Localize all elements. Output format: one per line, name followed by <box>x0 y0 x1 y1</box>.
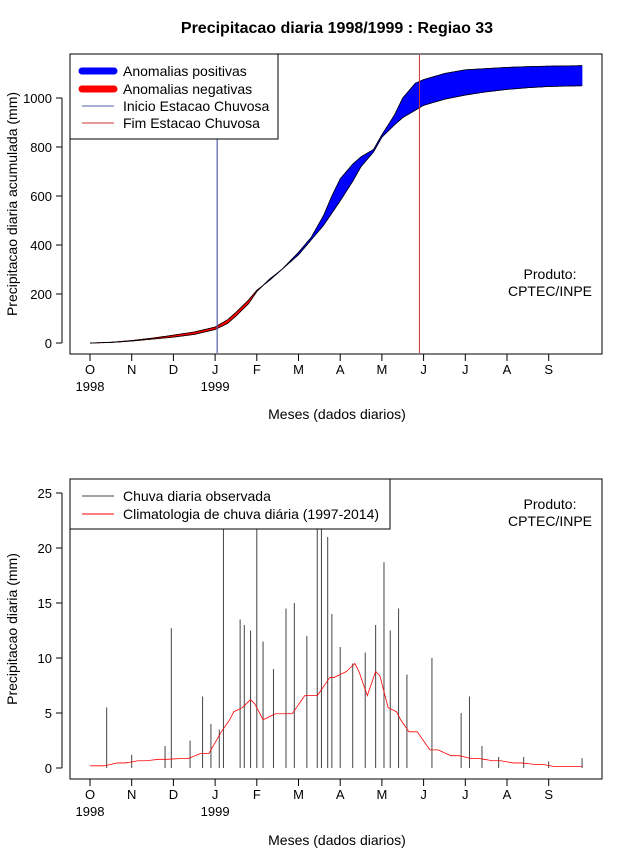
climatology-daily-line <box>90 662 583 768</box>
y-tick-label: 10 <box>38 651 52 666</box>
x-tick-label: S <box>544 787 553 802</box>
y-tick-label: 25 <box>38 486 52 501</box>
legend-box <box>69 478 391 530</box>
annotation-produto: Produto: <box>524 496 577 512</box>
x-tick-label: N <box>127 362 136 377</box>
x-tick-label: D <box>169 787 178 802</box>
daily-precipitation-chart: 0 5 10 15 20 25 O N D J F M A M J J A S 1998 1999 Precipit… <box>4 478 603 848</box>
x-tick-label: A <box>503 362 512 377</box>
y-tick-label: 5 <box>45 706 52 721</box>
y-tick-label: 400 <box>30 238 52 253</box>
annotation-cptec: CPTEC/INPE <box>508 283 592 299</box>
y-tick-label: 0 <box>45 336 52 351</box>
y-tick-label: 0 <box>45 761 52 776</box>
legend: Chuva diaria observada Climatologia de c… <box>69 478 391 530</box>
plot-area <box>90 493 583 768</box>
year-label: 1998 <box>76 379 105 394</box>
legend-label-positive: Anomalias positivas <box>123 63 247 79</box>
x-tick-label: J <box>212 787 219 802</box>
legend-label-end: Fim Estacao Chuvosa <box>123 115 260 131</box>
x-tick-label: D <box>169 362 178 377</box>
x-tick-label: M <box>376 787 387 802</box>
y-tick-label: 800 <box>30 140 52 155</box>
x-tick-label: O <box>85 362 95 377</box>
x-tick-label: M <box>293 362 304 377</box>
x-tick-label: J <box>462 362 469 377</box>
legend-label-observed: Chuva diaria observada <box>123 488 271 504</box>
x-tick-label: J <box>420 362 427 377</box>
y-tick-label: 15 <box>38 596 52 611</box>
year-label: 1998 <box>76 804 105 819</box>
x-axis: O N D J F M A M J J A S 1998 1999 <box>76 778 553 819</box>
x-tick-label: M <box>376 362 387 377</box>
positive-anomaly-band <box>580 65 583 87</box>
year-label: 1999 <box>201 804 230 819</box>
x-tick-label: O <box>85 787 95 802</box>
year-label: 1999 <box>201 379 230 394</box>
y-tick-label: 20 <box>38 541 52 556</box>
y-tick-label: 1000 <box>23 91 52 106</box>
legend-label-negative: Anomalias negativas <box>123 81 252 97</box>
x-tick-label: N <box>127 787 136 802</box>
y-axis-label: Precipitacao diaria (mm) <box>4 553 20 705</box>
observed-cumulative-line <box>89 65 583 344</box>
annotation-cptec: CPTEC/INPE <box>508 513 592 529</box>
x-axis: O N D J F M A M J J A S 1998 1999 <box>76 353 553 394</box>
x-tick-label: F <box>253 362 261 377</box>
x-tick-label: M <box>293 787 304 802</box>
x-tick-label: F <box>253 787 261 802</box>
x-tick-label: A <box>503 787 512 802</box>
y-tick-label: 200 <box>30 287 52 302</box>
y-axis-label: Precipitacao diaria acumulada (mm) <box>4 92 20 316</box>
x-tick-label: J <box>420 787 427 802</box>
annotation-produto: Produto: <box>524 266 577 282</box>
x-tick-label: S <box>544 362 553 377</box>
y-axis: 0 200 400 600 800 1000 <box>23 91 63 351</box>
x-tick-label: J <box>212 362 219 377</box>
legend-label-climatology: Climatologia de chuva diária (1997-2014) <box>123 506 379 522</box>
legend-label-start: Inicio Estacao Chuvosa <box>123 98 270 114</box>
legend: Anomalias positivas Anomalias negativas … <box>69 53 279 140</box>
climatology-cumulative-line <box>89 85 583 344</box>
y-axis: 0 5 10 15 20 25 <box>38 486 63 776</box>
x-axis-label: Meses (dados diarios) <box>268 406 406 422</box>
plot-area <box>89 55 583 353</box>
cumulative-precipitation-chart: Precipitacao diaria 1998/1999 : Regiao 3… <box>4 20 603 422</box>
y-tick-label: 600 <box>30 189 52 204</box>
x-tick-label: A <box>336 362 345 377</box>
x-tick-label: A <box>336 787 345 802</box>
x-axis-label: Meses (dados diarios) <box>268 832 406 848</box>
chart-title: Precipitacao diaria 1998/1999 : Regiao 3… <box>181 20 493 37</box>
x-tick-label: J <box>462 787 469 802</box>
